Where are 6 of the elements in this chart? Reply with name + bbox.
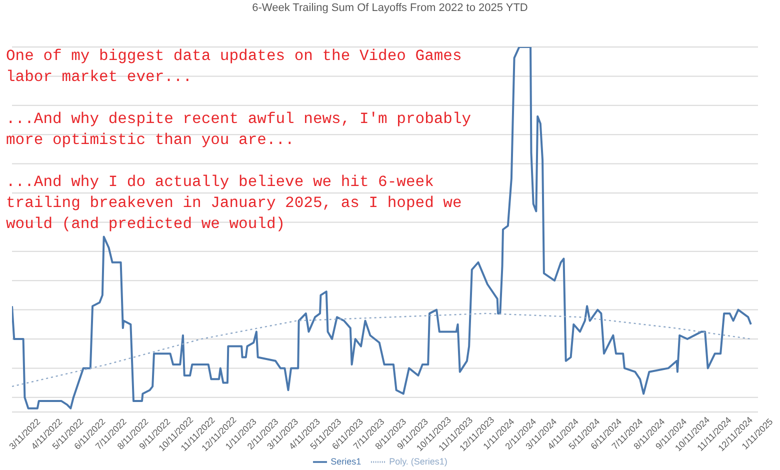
annotation: One of my biggest data updates on the Video Games labor market ever... [6,46,463,88]
chart-title: 6-Week Trailing Sum Of Layoffs From 2022 to 2025 YTD [251,2,529,14]
legend-label: Series1 [330,456,362,466]
legend-label: Poly. (Series1) [389,456,448,466]
annotation: ...And why despite recent awful news, I'm probably more optimistic than you are... [6,109,472,151]
annotation: ...And why I do actually believe we hit 6-week trailing breakeven in January 2025, as I hoped we would (and predicted we would) [6,172,463,235]
